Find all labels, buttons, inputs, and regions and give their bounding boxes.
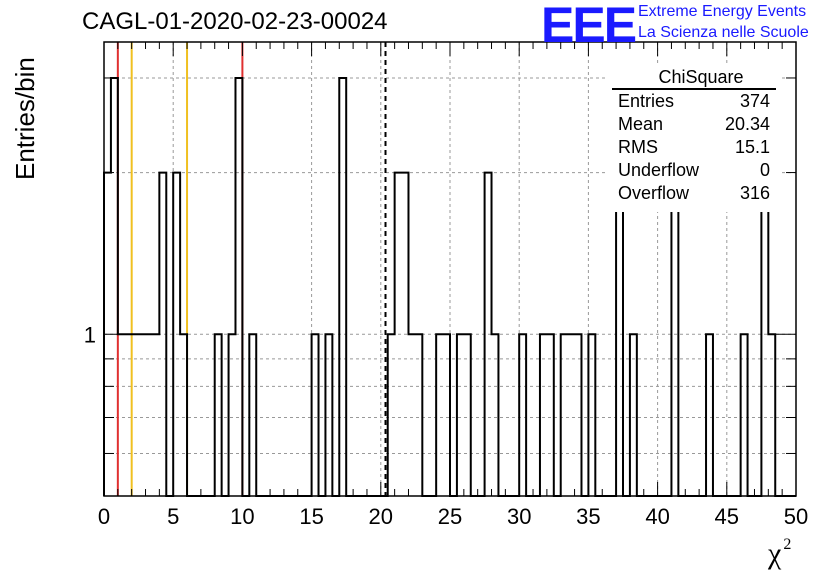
stats-row-mean: Mean 20.34	[618, 114, 770, 134]
histogram-bin	[111, 78, 118, 496]
x-tick-label: 50	[784, 504, 808, 529]
x-tick-label: 40	[645, 504, 669, 529]
x-tick-label: 30	[507, 504, 531, 529]
histogram-bin	[339, 78, 346, 496]
x-tick-label: 35	[576, 504, 600, 529]
stats-title: ChiSquare	[612, 66, 776, 90]
run-title: CAGL-01-2020-02-23-00024	[82, 8, 388, 35]
y-axis-label: Entries/bin	[10, 57, 40, 180]
stats-box: ChiSquare Entries 374 Mean 20.34 RMS 15.1 U…	[612, 66, 776, 205]
eee-logo: EEE	[541, 0, 637, 53]
x-tick-label: 10	[230, 504, 254, 529]
histogram-bin	[235, 78, 242, 496]
stats-row-overflow: Overflow 316	[618, 183, 770, 203]
logo-line-2: La Scienza nelle Scuole	[638, 24, 809, 41]
stats-row-underflow: Underflow 0	[618, 160, 770, 180]
logo-line-1: Extreme Energy Events	[638, 3, 807, 20]
x-tick-label: 25	[438, 504, 462, 529]
stats-row-rms: RMS 15.1	[618, 137, 770, 157]
stats-row-entries: Entries 374	[618, 91, 770, 111]
x-tick-label: 0	[98, 504, 110, 529]
x-tick-label: 15	[299, 504, 323, 529]
x-tick-label: 20	[369, 504, 393, 529]
x-tick-label: 45	[715, 504, 739, 529]
x-tick-label: 5	[167, 504, 179, 529]
y-tick-label: 1	[84, 322, 96, 347]
